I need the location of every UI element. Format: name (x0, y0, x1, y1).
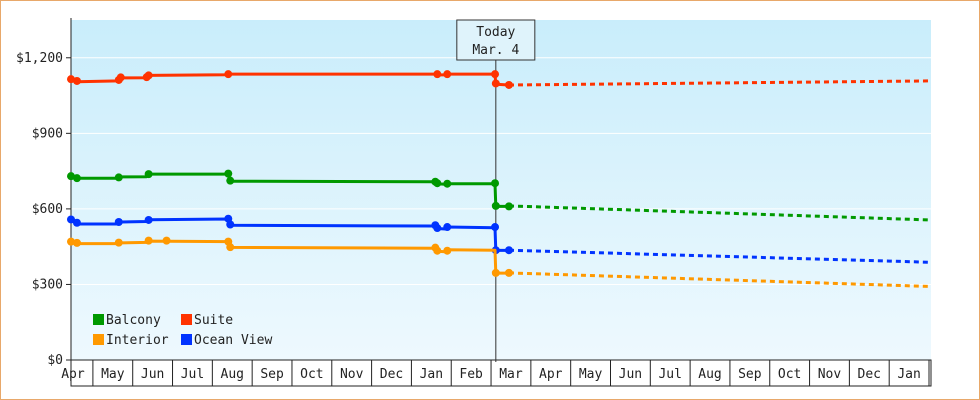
today-box (456, 19, 536, 61)
ocean-view-forecast-line (508, 248, 932, 264)
today-date: Mar. 4 (472, 43, 519, 58)
ocean-view-point (443, 223, 452, 232)
ocean-view-point (144, 215, 153, 224)
legend-swatch-ocean-view (181, 334, 192, 345)
x-tick-label: Jul (658, 367, 681, 382)
interior-point (504, 268, 513, 277)
suite-point (116, 73, 125, 82)
interior-point (491, 268, 500, 277)
x-tick-label: Feb (459, 367, 483, 382)
legend-swatch-suite (181, 314, 192, 325)
x-tick-label: Jan (420, 367, 443, 382)
x-tick-label: Dec (858, 367, 881, 382)
ocean-view-point (114, 217, 123, 226)
interior-point (72, 238, 81, 247)
x-tick-label: Apr (539, 367, 563, 382)
interior-point (114, 238, 123, 247)
x-tick-label: Dec (380, 367, 403, 382)
suite-point (504, 80, 513, 89)
ocean-view-point (504, 246, 513, 255)
suite-forecast-line (508, 79, 932, 87)
balcony-point (504, 202, 513, 211)
x-tick-label: Oct (778, 367, 801, 382)
x-tick-label: May (101, 367, 125, 382)
ocean-view-point (433, 224, 442, 233)
y-tick-label: $300 (32, 277, 63, 292)
legend-label-ocean-view: Ocean View (194, 333, 272, 348)
x-tick-label: Aug (698, 367, 721, 382)
interior-point (443, 246, 452, 255)
x-tick-label: Jul (181, 367, 204, 382)
x-tick-label: Nov (818, 367, 842, 382)
interior-point (144, 236, 153, 245)
interior-point (433, 246, 442, 255)
suite-point (144, 71, 153, 80)
y-tick-label: $0 (47, 353, 63, 368)
suite-point (224, 70, 233, 79)
today-title: Today (476, 25, 515, 40)
y-tick-label: $1,200 (16, 51, 63, 66)
suite-point (433, 70, 442, 79)
ocean-view-point (72, 218, 81, 227)
interior-point (162, 236, 171, 245)
legend-label-balcony: Balcony (106, 313, 161, 328)
x-tick-label: Jun (141, 367, 164, 382)
x-tick-label: Sep (260, 367, 284, 382)
legend-label-interior: Interior (106, 333, 169, 348)
ocean-view-point (67, 215, 75, 224)
balcony-point (114, 173, 123, 182)
x-tick-label: May (579, 367, 603, 382)
x-tick-label: Jan (897, 367, 920, 382)
interior-forecast-line (508, 271, 932, 288)
ocean-view-point (226, 220, 235, 229)
x-tick-label: Nov (340, 367, 364, 382)
ocean-view-point (491, 223, 500, 232)
y-tick-label: $900 (32, 126, 63, 141)
balcony-point (144, 170, 153, 179)
suite-point (72, 76, 81, 85)
legend-label-suite: Suite (194, 313, 233, 328)
suite-point (491, 70, 500, 79)
legend-swatch-balcony (93, 314, 104, 325)
x-tick-label: Mar (499, 367, 523, 382)
x-tick-label: Oct (300, 367, 323, 382)
balcony-point (72, 174, 81, 183)
balcony-point (224, 169, 233, 178)
x-tick-label: Sep (738, 367, 762, 382)
plot-background (71, 20, 931, 360)
balcony-point (491, 201, 500, 210)
balcony-point (491, 179, 500, 188)
balcony-point (443, 179, 452, 188)
interior-point (67, 237, 75, 246)
legend-swatch-interior (93, 334, 104, 345)
balcony-forecast-line (508, 204, 932, 222)
y-tick-label: $600 (32, 202, 63, 217)
balcony-point (433, 179, 442, 188)
balcony-point (226, 176, 235, 185)
suite-point (443, 70, 452, 79)
suite-point (491, 79, 500, 88)
x-tick-label: Jun (619, 367, 642, 382)
x-tick-label: Apr (61, 367, 85, 382)
x-tick-label: Aug (221, 367, 244, 382)
interior-point (226, 243, 235, 252)
